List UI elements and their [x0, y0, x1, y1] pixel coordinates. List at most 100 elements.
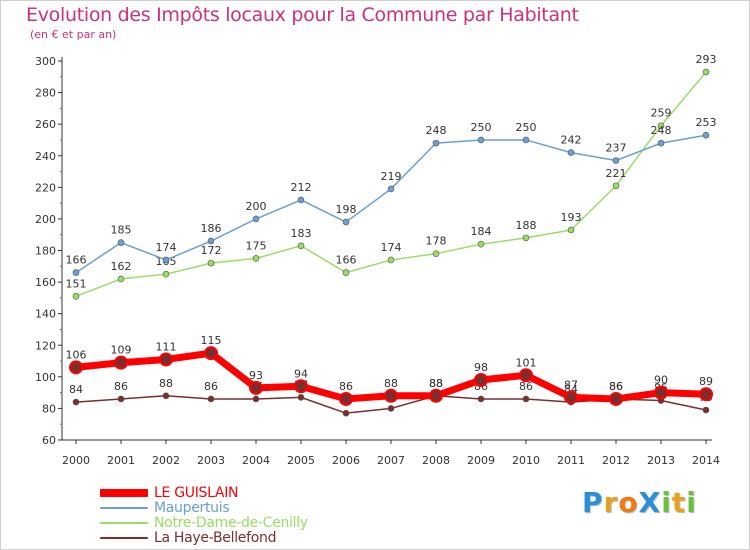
x-tick-label: 2010 [512, 454, 540, 467]
data-label: 86 [519, 380, 533, 393]
data-point [297, 196, 305, 204]
data-point [72, 292, 80, 300]
data-point [69, 360, 83, 375]
x-tick-label: 2003 [197, 454, 225, 467]
data-label: 89 [699, 375, 713, 388]
data-label: 86 [204, 380, 218, 393]
data-label: 86 [339, 380, 353, 393]
data-point [522, 136, 530, 144]
data-label: 151 [66, 277, 87, 290]
data-point [522, 234, 530, 242]
data-point [342, 218, 350, 226]
data-point [702, 131, 710, 139]
data-label: 175 [246, 239, 267, 252]
data-point [657, 122, 665, 130]
proxiti-logo: ProXiti [582, 486, 697, 519]
data-point [117, 275, 125, 283]
data-label: 87 [564, 378, 578, 391]
data-point [387, 256, 395, 264]
data-label: 88 [159, 377, 173, 390]
legend-label: Notre-Dame-de-Cenilly [154, 515, 308, 531]
data-label: 250 [471, 121, 492, 134]
data-point [72, 398, 80, 406]
data-label: 221 [606, 167, 627, 180]
data-label: 101 [516, 356, 537, 369]
data-label: 111 [156, 340, 177, 353]
chart-title: Evolution des Impôts locaux pour la Comm… [26, 4, 579, 26]
data-point [252, 395, 260, 403]
data-point [564, 390, 578, 405]
data-point [702, 68, 710, 76]
data-point [117, 395, 125, 403]
x-tick-label: 2012 [602, 454, 630, 467]
logo-letter: i [661, 486, 672, 519]
data-label: 98 [474, 361, 488, 374]
y-tick-label: 240 [35, 150, 56, 163]
data-label: 188 [516, 219, 537, 232]
data-point [204, 346, 218, 361]
data-label: 88 [429, 377, 443, 390]
logo-letter: P [582, 486, 604, 519]
data-label: 178 [426, 235, 447, 248]
data-point [567, 226, 575, 234]
data-label: 293 [696, 53, 717, 66]
y-tick-label: 220 [35, 181, 56, 194]
data-point [207, 237, 215, 245]
x-tick-label: 2013 [647, 454, 675, 467]
data-label: 88 [384, 377, 398, 390]
data-point [387, 405, 395, 412]
x-tick-label: 2014 [692, 454, 720, 467]
data-point [252, 255, 260, 262]
data-point [207, 395, 215, 403]
y-tick-label: 300 [35, 55, 56, 68]
logo-letter: o [618, 486, 639, 519]
data-point [699, 387, 713, 402]
data-label: 242 [561, 134, 582, 147]
data-point [249, 380, 263, 395]
data-label: 86 [609, 380, 623, 393]
data-point [702, 406, 710, 414]
data-point [342, 269, 350, 276]
data-point [609, 391, 623, 406]
data-label: 115 [201, 334, 222, 347]
data-point [117, 239, 125, 246]
data-label: 193 [561, 211, 582, 224]
data-point [474, 372, 488, 387]
data-point [567, 149, 575, 156]
data-label: 166 [336, 254, 357, 267]
logo-letter: r [603, 486, 619, 519]
data-point [657, 139, 665, 147]
y-tick-label: 160 [35, 276, 56, 289]
data-point [477, 395, 485, 403]
data-point [387, 185, 395, 193]
data-label: 94 [294, 367, 308, 380]
y-tick-label: 180 [35, 245, 56, 258]
legend-swatch [100, 522, 148, 524]
data-point [612, 182, 620, 190]
data-point [114, 355, 128, 370]
y-tick-label: 60 [42, 434, 56, 447]
data-label: 248 [426, 124, 447, 137]
data-label: 183 [291, 227, 312, 240]
x-tick-label: 2005 [287, 454, 315, 467]
legend-label: Maupertuis [154, 500, 230, 516]
y-tick-label: 80 [42, 402, 56, 415]
data-label: 86 [609, 380, 623, 393]
x-tick-label: 2004 [242, 454, 270, 467]
data-point [159, 352, 173, 367]
data-label: 259 [651, 107, 672, 120]
data-point [342, 409, 350, 417]
data-label: 166 [66, 254, 87, 267]
x-tick-label: 2007 [377, 454, 405, 467]
legend-label: La Haye-Bellefond [154, 530, 277, 546]
data-label: 248 [651, 124, 672, 137]
data-label: 184 [471, 225, 492, 238]
data-label: 84 [69, 383, 83, 396]
x-tick-label: 2000 [62, 454, 90, 467]
y-tick-label: 140 [35, 308, 56, 321]
data-label: 253 [696, 116, 717, 129]
data-point [429, 388, 443, 403]
logo-letter: i [686, 486, 697, 519]
